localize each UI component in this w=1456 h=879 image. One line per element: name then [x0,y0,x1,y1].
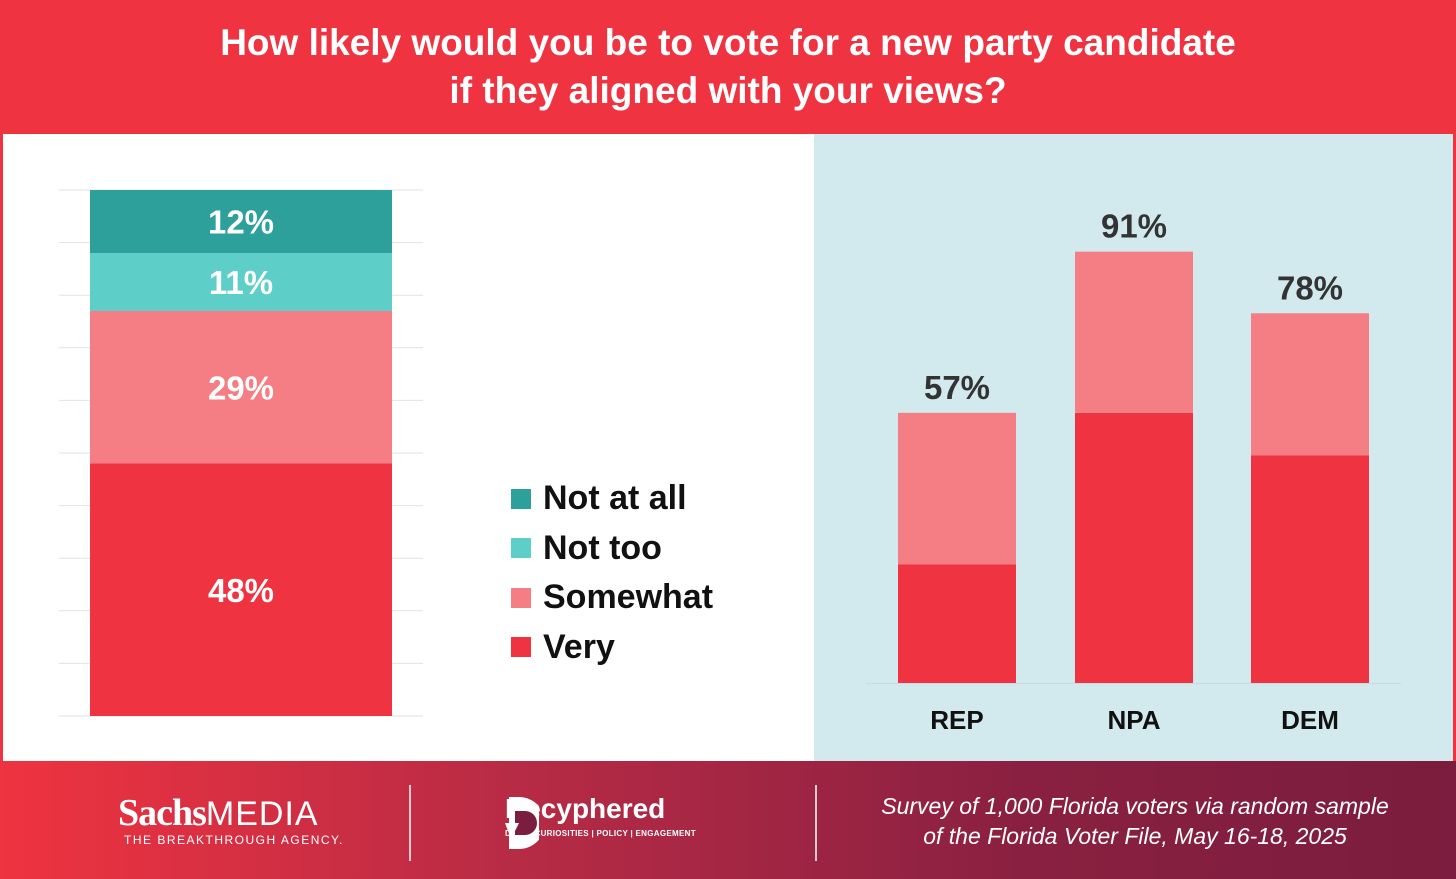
bar-segment-not-too [90,253,392,311]
bar-rep-somewhat [898,412,1016,565]
x-tick-label-npa: NPA [1108,705,1161,735]
party-chart-panel: 57% REP 91% NPA 78% DEM [814,134,1453,761]
legend-swatch-not-at-all [511,488,531,509]
x-tick-label-dem: DEM [1281,705,1339,735]
chart-legend: Not at all Not too Somewhat Very [511,474,713,672]
decyphered-tagline: DATA | CURIOSITIES | POLICY | ENGAGEMENT [505,829,696,838]
legend-swatch-very [511,637,531,658]
sachs-tagline: THE BREAKTHROUGH AGENCY. [124,833,344,847]
legend-swatch-not-too [511,538,531,559]
chart-title-line1: How likely would you be to vote for a ne… [220,22,1236,63]
bar-segment-not-at-all [90,190,392,254]
total-label-npa: 91% [1101,208,1167,245]
footer-divider-2 [815,785,817,861]
legend-item-somewhat: Somewhat [511,573,713,623]
legend-item-very: Very [511,623,713,673]
bar-npa-very [1075,412,1193,683]
chart-title-line2: if they aligned with your views? [449,70,1007,111]
sachs-logo-name: Sachs [118,792,207,834]
decyphered-mark-icon [505,797,539,849]
data-label-not-too: 11% [209,264,273,301]
sachs-media-logo: SachsMEDIA THE BREAKTHROUGH AGENCY. [118,791,344,847]
legend-swatch-somewhat [511,587,531,608]
bar-npa-somewhat [1075,251,1193,413]
total-label-rep: 57% [924,369,990,406]
footer: SachsMEDIA THE BREAKTHROUGH AGENCY. Decy… [0,761,1456,879]
bar-rep-very [898,564,1016,683]
data-label-not-at-all: 12% [208,204,274,241]
bar-dem-somewhat [1251,313,1369,456]
x-tick-label-rep: REP [930,705,983,735]
legend-item-not-too: Not too [511,524,713,574]
legend-label-not-too: Not too [543,528,662,567]
data-label-somewhat: 29% [208,369,274,406]
legend-item-not-at-all: Not at all [511,474,713,524]
legend-label-not-at-all: Not at all [543,479,687,518]
bar-segment-somewhat [90,310,392,464]
overall-chart-panel: 48% 29% 11% 12% Not at all Not too Somewhat… [3,134,814,761]
chart-title: How likely would you be to vote for a ne… [220,19,1236,115]
sachs-logo-media: MEDIA [205,795,319,833]
legend-label-somewhat: Somewhat [543,578,714,617]
source-line1: Survey of 1,000 Florida voters via rando… [881,793,1389,819]
source-line2: of the Florida Voter File, May 16-18, 20… [923,823,1347,849]
bar-segment-very [90,463,392,716]
footer-divider-1 [409,785,411,861]
data-label-very: 48% [208,572,274,609]
decyphered-logo: Decyphered DATA | CURIOSITIES | POLICY |… [505,793,696,849]
party-stacked-chart: 57% REP 91% NPA 78% DEM [866,208,1401,735]
bar-dem-very [1251,455,1369,683]
header-banner: How likely would you be to vote for a ne… [0,0,1456,134]
overall-stacked-chart: 48% 29% 11% 12% [59,189,423,717]
legend-label-very: Very [543,627,615,666]
total-label-dem: 78% [1277,269,1343,306]
survey-source-note: Survey of 1,000 Florida voters via rando… [830,791,1440,851]
